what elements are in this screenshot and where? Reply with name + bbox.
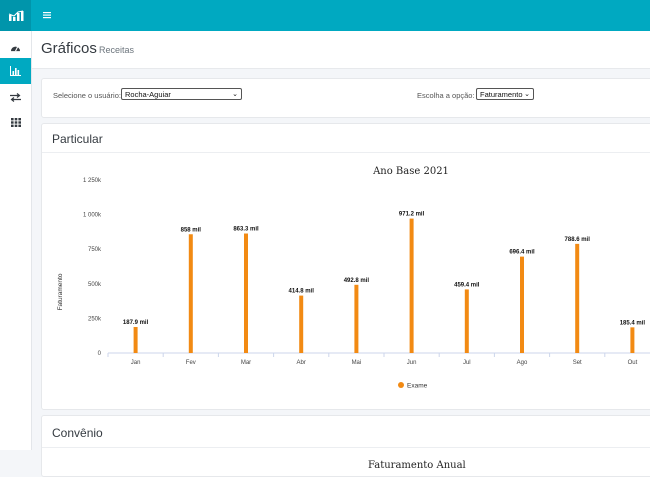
particular-chart: Ano Base 2021 Faturamento 0 250k 500k 750k 1…	[57, 166, 650, 390]
data-label: 187.9 mil	[123, 320, 149, 326]
sidebar-item-grid[interactable]	[0, 109, 31, 135]
bar[interactable]	[354, 284, 359, 353]
x-tick-label: Mai	[352, 360, 362, 366]
chevron-down-icon: ⌄	[524, 91, 530, 98]
data-label: 459.4 mil	[454, 282, 480, 288]
data-label: 492.8 mil	[344, 278, 370, 284]
app-logo[interactable]	[0, 0, 31, 31]
x-tick-label: Ago	[517, 360, 528, 366]
bar[interactable]	[464, 289, 469, 353]
user-select-value: Rocha-Aguiar	[125, 90, 171, 99]
legend-marker	[398, 382, 404, 388]
convenio-chart-title: Faturamento Anual	[368, 460, 466, 471]
x-tick-label: Jun	[407, 360, 417, 366]
main-content: Gráficos Receitas Selecione o usuário: R…	[32, 31, 650, 477]
data-label: 858 mil	[181, 227, 202, 233]
sidebar-item-charts[interactable]	[0, 58, 31, 84]
y-axis-label: Faturamento	[57, 273, 64, 310]
menu-toggle-button[interactable]	[38, 6, 56, 24]
y-tick-label: 250k	[88, 316, 102, 322]
y-tick-label: 750k	[88, 247, 102, 253]
option-select-label: Escolha a opção:	[417, 91, 475, 100]
hamburger-icon	[43, 12, 51, 19]
page-subtitle: Receitas	[99, 45, 135, 55]
chart-logo-icon	[8, 10, 23, 21]
bar[interactable]	[575, 243, 580, 353]
data-label: 788.6 mil	[565, 237, 591, 243]
bar[interactable]	[244, 233, 248, 353]
x-tick-label: Abr	[297, 360, 306, 366]
data-label: 971.2 mil	[399, 212, 425, 218]
x-tick-label: Mar	[241, 360, 251, 366]
grid-icon	[10, 117, 21, 127]
y-tick-label: 1 000k	[83, 213, 102, 219]
chart-legend[interactable]: Exame	[398, 382, 428, 390]
sidebar-item-dashboard[interactable]	[0, 34, 31, 60]
card-divider	[42, 152, 650, 153]
sidebar	[0, 31, 32, 450]
user-select[interactable]: Rocha-Aguiar ⌄	[121, 88, 242, 100]
dashboard-icon	[11, 45, 20, 51]
x-tick-label: Out	[628, 360, 638, 366]
x-tick-label: Set	[573, 360, 582, 366]
bar[interactable]	[520, 256, 524, 353]
top-bar	[0, 0, 650, 31]
y-tick-label: 500k	[88, 282, 102, 288]
data-label: 863.3 mil	[233, 227, 259, 233]
sidebar-item-transfers[interactable]	[0, 84, 31, 110]
bar[interactable]	[188, 234, 193, 353]
option-select[interactable]: Faturamento ⌄	[476, 88, 534, 100]
bar[interactable]	[133, 326, 138, 353]
x-tick-label: Fev	[186, 360, 196, 366]
data-label: 185.4 mil	[620, 320, 646, 326]
convenio-card-title: Convênio	[52, 426, 103, 440]
legend-label: Exame	[407, 383, 428, 390]
convenio-card: Convênio Faturamento Anual	[41, 415, 650, 477]
bar[interactable]	[630, 327, 635, 353]
y-tick-label: 0	[98, 351, 102, 357]
page-title: Gráficos	[41, 40, 97, 57]
bar[interactable]	[409, 218, 414, 353]
chart-title: Ano Base 2021	[372, 166, 449, 177]
particular-card-title: Particular	[52, 132, 103, 146]
bar-chart-icon	[10, 66, 21, 76]
user-select-label: Selecione o usuário:	[53, 91, 121, 100]
page-header: Gráficos Receitas	[32, 31, 650, 69]
card-divider	[42, 447, 650, 448]
filter-card: Selecione o usuário: Rocha-Aguiar ⌄ Esco…	[41, 78, 650, 118]
data-label: 696.4 mil	[509, 250, 535, 256]
y-tick-label: 1 250k	[83, 178, 102, 184]
x-tick-label: Jul	[463, 360, 471, 366]
bar[interactable]	[299, 295, 304, 353]
particular-card: Particular Ano Base 2021 Faturamento 0 25…	[41, 123, 650, 410]
chevron-down-icon: ⌄	[232, 91, 238, 98]
exchange-icon	[10, 92, 21, 102]
data-label: 414.8 mil	[289, 289, 315, 295]
x-tick-label: Jan	[131, 360, 141, 366]
option-select-value: Faturamento	[480, 90, 523, 99]
